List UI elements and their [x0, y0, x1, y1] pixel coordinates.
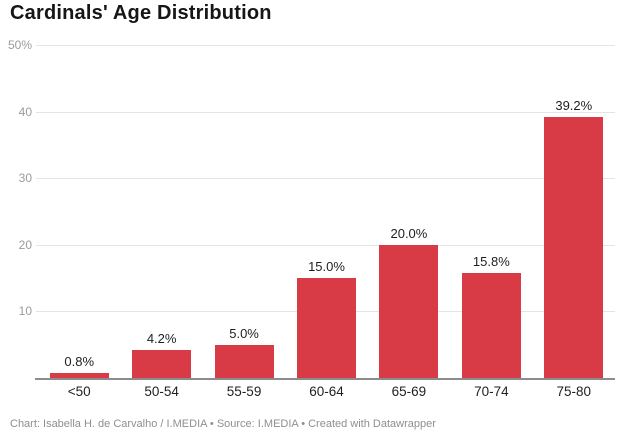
bar [132, 350, 192, 378]
x-tick-label: <50 [67, 384, 91, 399]
gridline [36, 244, 615, 246]
y-axis: 50% 40 30 20 10 [0, 38, 32, 378]
y-tick-label: 20 [18, 237, 32, 252]
y-tick-label: 50% [7, 38, 32, 52]
gridline [36, 111, 615, 113]
bar-value-label: 0.8% [64, 353, 95, 369]
x-tick-label: 50-54 [144, 384, 179, 399]
bar [49, 372, 109, 378]
bar-value-label: 15.8% [472, 253, 510, 269]
gridline [36, 178, 615, 180]
bar-value-label: 4.2% [146, 331, 177, 347]
bar-value-label: 5.0% [229, 325, 259, 341]
x-axis-baseline [35, 378, 615, 380]
x-tick-label: 75-80 [556, 384, 592, 399]
x-tick-label: 55-59 [226, 384, 262, 399]
plot-area: 0.8% 4.2% 5.0% 15.0% 20.0% 15.8% 39.2% [35, 45, 615, 380]
x-tick-label: 70-74 [474, 384, 509, 399]
y-tick-label: 40 [18, 104, 32, 119]
bar [297, 278, 356, 378]
bar [544, 116, 604, 378]
chart-footer: Chart: Isabella H. de Carvalho / I.MEDIA… [10, 418, 436, 430]
bar [379, 244, 439, 378]
y-tick-label: 10 [18, 304, 32, 319]
bar-value-label: 39.2% [555, 97, 593, 113]
x-axis: <50 50-54 55-59 60-64 65-69 70-74 75-80 [38, 384, 615, 404]
x-tick-label: 65-69 [391, 384, 427, 399]
bar [461, 272, 521, 378]
bar-value-label: 15.0% [308, 259, 345, 275]
gridline [36, 45, 615, 46]
x-tick-label: 60-64 [309, 384, 344, 399]
bar [214, 344, 274, 378]
bar-value-label: 20.0% [390, 225, 428, 241]
y-tick-label: 30 [18, 171, 32, 186]
chart-title: Cardinals' Age Distribution [10, 2, 272, 24]
